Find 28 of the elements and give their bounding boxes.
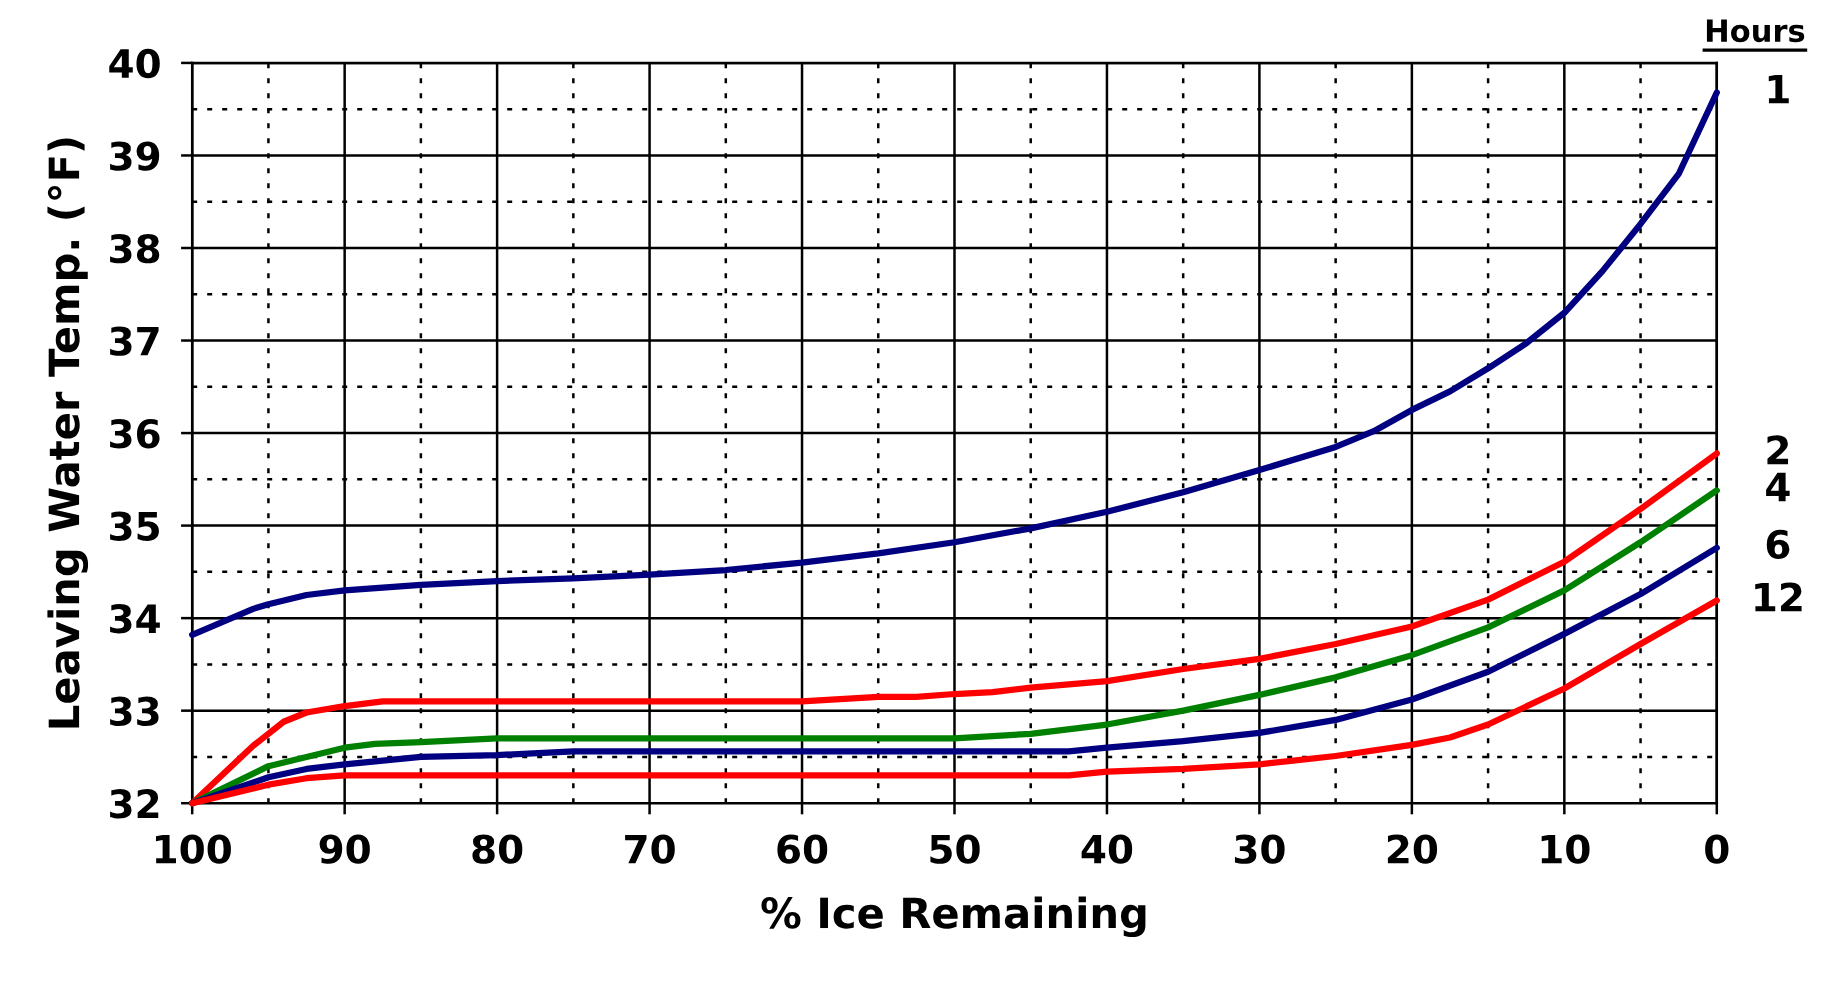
x-tick-label: 0 (1705, 834, 1729, 864)
x-tick-label: 70 (625, 834, 675, 864)
y-tick-label: 40 (109, 48, 160, 79)
x-tick-label: 100 (155, 834, 231, 864)
y-tick-label: 32 (110, 789, 159, 819)
x-tick-label: 40 (1081, 834, 1133, 864)
series-label: 12 (1755, 582, 1802, 612)
x-axis-title: % Ice Remaining (761, 896, 1146, 938)
y-tick-label: 35 (110, 511, 159, 541)
series-label: 4 (1766, 472, 1790, 502)
y-tick-label: 36 (110, 418, 160, 449)
x-tick-label: 90 (319, 834, 370, 864)
series-label: 1 (1768, 74, 1789, 104)
y-tick-label: 37 (110, 326, 159, 356)
x-tick-label: 50 (930, 834, 980, 864)
series-label: 6 (1766, 529, 1790, 560)
y-tick-label: 39 (110, 141, 160, 171)
legend-title: Hours (1706, 19, 1805, 43)
y-tick-label: 38 (110, 233, 160, 264)
x-tick-label: 60 (777, 834, 828, 864)
x-tick-label: 80 (472, 834, 523, 864)
x-tick-label: 20 (1387, 834, 1438, 864)
x-tick-label: 30 (1234, 834, 1285, 864)
y-tick-label: 33 (110, 696, 159, 726)
x-tick-label: 10 (1541, 834, 1590, 864)
series-label: 2 (1767, 435, 1789, 465)
y-tick-label: 34 (110, 604, 160, 634)
y-axis-title: Leaving Water Temp. (°F) (47, 138, 89, 728)
